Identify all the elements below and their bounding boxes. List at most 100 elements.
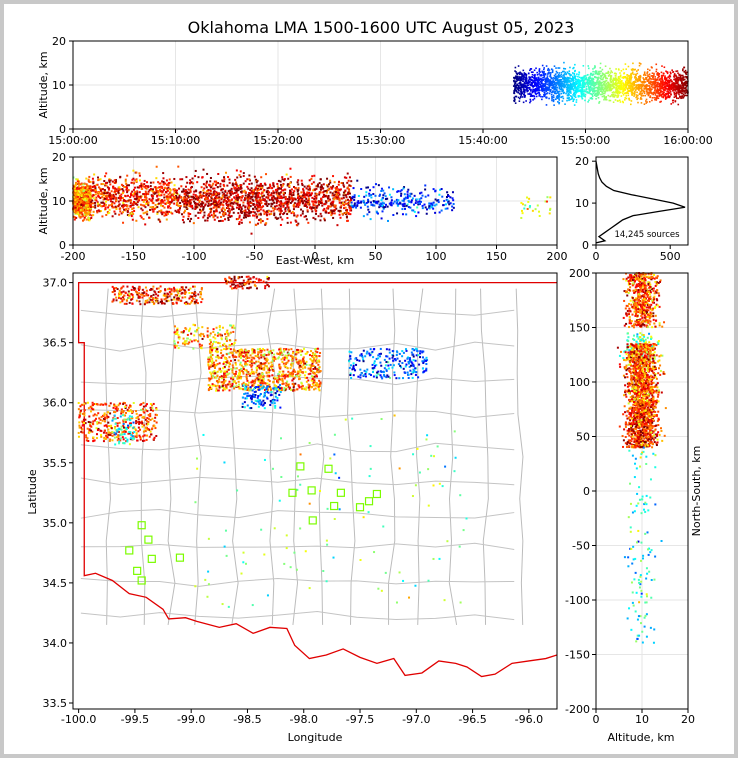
ew-height-point — [276, 182, 279, 185]
time-height-point — [666, 80, 669, 83]
time-height-point — [567, 83, 569, 86]
ew-height-point — [213, 180, 216, 183]
time-height-point — [620, 95, 623, 97]
ew-height-point — [256, 204, 259, 207]
time-height-point — [571, 75, 574, 78]
time-height-point — [611, 83, 614, 85]
ew-height-point — [273, 201, 276, 204]
ew-height-point — [118, 195, 121, 198]
ew-height-point — [169, 211, 172, 214]
ew-height-point — [174, 195, 177, 198]
ew-height-point — [249, 189, 252, 192]
ew-height-point — [78, 215, 81, 218]
time-height-point — [674, 82, 676, 85]
ew-height-point — [163, 199, 166, 202]
ew-height-point — [103, 197, 106, 200]
time-height-point — [642, 81, 644, 83]
time-height-point — [590, 82, 593, 85]
time-height-point — [584, 83, 586, 86]
ew-height-point — [325, 191, 328, 194]
time-height-point — [605, 95, 607, 98]
time-height-point — [648, 75, 650, 78]
time-height-point — [564, 80, 567, 82]
ew-height-point — [248, 212, 251, 215]
time-height-point — [661, 96, 663, 98]
ew-height-point — [177, 199, 180, 202]
time-height-point — [645, 76, 648, 79]
time-height-point — [649, 86, 651, 89]
time-height-point — [522, 101, 525, 104]
ew-height-point — [129, 201, 132, 204]
ew-height-point — [81, 210, 84, 213]
ew-height-point — [135, 194, 138, 197]
time-height-point — [569, 66, 571, 69]
ew-height-point — [118, 186, 121, 189]
time-height-point — [598, 77, 600, 79]
ew-height-point — [231, 206, 234, 209]
time-height-point — [645, 90, 648, 93]
ew-height-point — [280, 197, 283, 200]
ew-height-point — [324, 202, 327, 205]
time-height-point — [559, 90, 561, 93]
time-height-point — [569, 74, 572, 77]
time-height-point — [605, 98, 608, 101]
time-height-point — [682, 68, 684, 70]
time-height-point — [568, 99, 570, 102]
time-height-point — [531, 85, 534, 88]
time-height-point — [573, 83, 575, 85]
time-height-point — [672, 90, 674, 92]
ew-height-point — [189, 190, 192, 193]
time-height-point — [567, 87, 570, 89]
ew-height-point — [240, 199, 243, 202]
ew-height-point — [161, 205, 164, 208]
time-height-point — [622, 90, 625, 93]
ew-height-point — [91, 185, 94, 188]
ew-height-point — [151, 198, 154, 201]
ew-height-point — [182, 190, 185, 193]
time-height-point — [654, 81, 656, 84]
ew-height-point — [310, 208, 313, 211]
ew-height-point — [301, 184, 304, 187]
time-height-point — [619, 81, 621, 83]
ew-height-point — [88, 209, 91, 212]
time-height-point — [682, 79, 684, 81]
time-height-point — [546, 77, 549, 79]
time-height-point — [625, 79, 628, 82]
time-height-point — [583, 80, 585, 83]
time-height-point — [522, 69, 525, 72]
time-height-point — [519, 78, 522, 81]
time-height-point — [565, 86, 567, 89]
ew-height-point — [317, 201, 320, 204]
ew-height-point — [119, 199, 122, 202]
ew-height-point — [284, 188, 287, 191]
time-height-point — [550, 68, 553, 70]
ew-height-point — [143, 204, 146, 207]
ew-height-point — [99, 178, 102, 181]
time-height-point — [533, 69, 536, 72]
ew-height-point — [260, 184, 263, 187]
time-height-point — [555, 67, 557, 69]
time-height-point — [668, 92, 671, 94]
time-height-point — [674, 85, 676, 88]
time-height-point — [657, 83, 659, 85]
time-height-point — [618, 90, 620, 93]
time-height-point — [662, 79, 664, 82]
ew-height-point — [265, 210, 268, 213]
time-height-point — [684, 83, 687, 85]
ew-height-point — [231, 198, 234, 201]
ew-height-point — [82, 189, 85, 192]
time-height-point — [672, 86, 675, 88]
ew-height-point — [150, 189, 153, 192]
time-height-point — [612, 93, 615, 96]
time-height-point — [618, 92, 621, 94]
time-height-point — [670, 72, 672, 75]
time-height-point — [554, 77, 557, 79]
ew-height-point — [99, 197, 102, 200]
time-height-point — [624, 86, 627, 89]
time-height-point — [665, 70, 667, 73]
ew-height-point — [286, 184, 289, 187]
ew-height-point — [219, 219, 222, 222]
time-height-point — [602, 86, 604, 88]
time-height-point — [526, 87, 529, 89]
time-height-point — [584, 78, 587, 81]
